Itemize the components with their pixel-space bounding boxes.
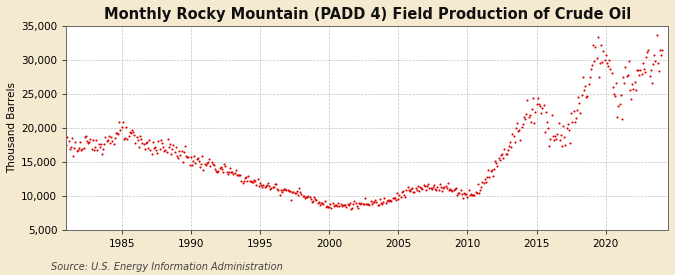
- Title: Monthly Rocky Mountain (PADD 4) Field Production of Crude Oil: Monthly Rocky Mountain (PADD 4) Field Pr…: [103, 7, 630, 22]
- Y-axis label: Thousand Barrels: Thousand Barrels: [7, 82, 17, 173]
- Text: Source: U.S. Energy Information Administration: Source: U.S. Energy Information Administ…: [51, 262, 282, 272]
